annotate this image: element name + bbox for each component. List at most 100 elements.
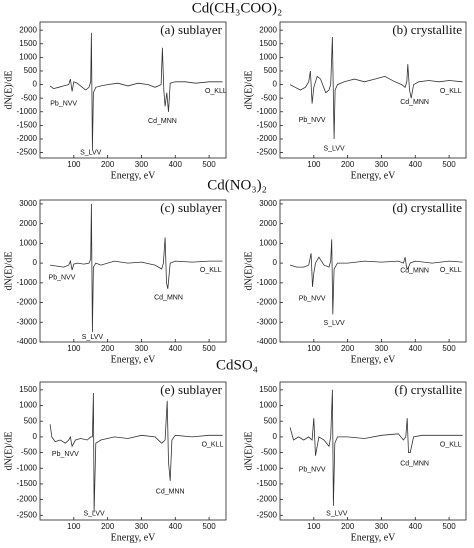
spectrum-line	[289, 239, 463, 315]
spectrum-line	[49, 392, 223, 513]
annotation: Pb_NVV	[299, 467, 326, 474]
x-tick-label: 200	[101, 160, 115, 169]
y-tick-label: -1500	[257, 479, 278, 488]
x-tick-label: 100	[67, 344, 81, 353]
annotation: Pb_NVV	[299, 117, 326, 124]
x-tick-label: 400	[409, 160, 423, 169]
y-tick-label: 500	[24, 66, 38, 75]
x-tick-label: 400	[169, 522, 183, 531]
y-tick-label: 0	[33, 258, 38, 267]
y-axis-title: dN(E)/dE	[243, 432, 254, 471]
y-tick-label: 1500	[19, 39, 37, 48]
y-tick-label: 500	[24, 416, 38, 425]
x-axis-title: Energy, eV	[111, 170, 156, 181]
y-tick-label: 1000	[19, 401, 37, 410]
y-tick-label: -2000	[17, 134, 38, 143]
y-tick-label: -500	[261, 448, 278, 457]
y-tick-label: 0	[273, 258, 278, 267]
y-tick-label: -3000	[257, 317, 278, 326]
y-tick-label: 1000	[259, 238, 277, 247]
x-tick-label: 500	[202, 160, 216, 169]
x-tick-label: 100	[67, 522, 81, 531]
y-tick-label: 1500	[19, 385, 37, 394]
y-tick-label: -2500	[257, 148, 278, 157]
y-tick-label: 1000	[19, 238, 37, 247]
x-tick-label: 100	[307, 522, 321, 531]
x-tick-label: 200	[341, 160, 355, 169]
y-tick-label: 2000	[19, 219, 37, 228]
y-axis-title: dN(E)/dE	[243, 71, 254, 110]
y-tick-label: 3000	[19, 199, 37, 208]
y-tick-label: -4000	[257, 337, 278, 346]
annotation: O_KLL	[200, 267, 222, 274]
x-tick-label: 500	[442, 160, 456, 169]
annotation: O_KLL	[440, 442, 462, 449]
x-tick-label: 100	[307, 344, 321, 353]
y-tick-label: -1500	[17, 120, 38, 129]
annotation: S_LVV	[323, 320, 345, 327]
y-axis-title: dN(E)/dE	[243, 252, 254, 291]
y-tick-label: -2500	[257, 510, 278, 519]
row-title: Cd(NO₃)₂	[207, 177, 267, 193]
annotation: Cd_MNN	[400, 460, 429, 467]
annotation: S_LVV	[323, 145, 345, 152]
plot-frame	[279, 381, 467, 521]
y-tick-label: -2500	[17, 148, 38, 157]
y-tick-label: -1500	[17, 479, 38, 488]
y-tick-label: -1000	[17, 107, 38, 116]
spectrum-line	[49, 32, 223, 150]
x-tick-label: 200	[101, 344, 115, 353]
spectrum-line	[289, 389, 463, 506]
x-tick-label: 400	[169, 160, 183, 169]
y-tick-label: 1500	[259, 39, 277, 48]
panel-title: (f) crystallite	[395, 382, 463, 397]
y-tick-label: -1000	[17, 278, 38, 287]
panel-title: (d) crystallite	[392, 200, 462, 215]
x-tick-label: 100	[67, 160, 81, 169]
panel-title: (a) sublayer	[160, 22, 222, 37]
x-tick-label: 200	[341, 344, 355, 353]
y-tick-label: 2000	[259, 25, 277, 34]
y-tick-label: 1500	[259, 385, 277, 394]
annotation: Pb_NVV	[49, 275, 76, 282]
annotation: O_KLL	[202, 442, 224, 449]
annotation: Cd_MNN	[400, 267, 429, 274]
y-tick-label: -1000	[257, 463, 278, 472]
plot-frame	[39, 381, 227, 521]
panel-title: (c) sublayer	[160, 200, 222, 215]
annotation: Cd_MNN	[154, 294, 183, 301]
annotation: S_LVV	[83, 511, 105, 518]
x-tick-label: 100	[307, 160, 321, 169]
plot-frame	[39, 199, 227, 343]
x-tick-label: 400	[409, 344, 423, 353]
panel-title: (b) crystallite	[392, 22, 462, 37]
plot-frame	[39, 21, 227, 159]
x-axis-title: Energy, eV	[351, 532, 396, 543]
y-tick-label: 1000	[259, 52, 277, 61]
y-tick-label: -4000	[17, 337, 38, 346]
y-tick-label: -2000	[257, 134, 278, 143]
x-tick-label: 300	[135, 344, 149, 353]
annotation: O_KLL	[440, 267, 462, 274]
y-tick-label: 1000	[19, 52, 37, 61]
y-tick-label: 2000	[259, 219, 277, 228]
x-axis-title: Energy, eV	[111, 354, 156, 365]
y-tick-label: -1000	[257, 107, 278, 116]
row-title: CdSO₄	[216, 357, 258, 373]
x-tick-label: 300	[375, 160, 389, 169]
x-tick-label: 500	[202, 522, 216, 531]
annotation: O_KLL	[205, 88, 227, 95]
annotation: Pb_NVV	[299, 295, 326, 302]
x-axis-title: Energy, eV	[351, 170, 396, 181]
spectrum-line	[289, 36, 463, 140]
y-tick-label: 500	[264, 66, 278, 75]
plot-frame	[279, 199, 467, 343]
annotation: Cd_MNN	[148, 118, 177, 125]
x-tick-label: 300	[135, 522, 149, 531]
y-tick-label: 500	[264, 416, 278, 425]
y-tick-label: 0	[273, 80, 278, 89]
annotation: Cd_MNN	[156, 489, 185, 496]
y-tick-label: -500	[261, 93, 278, 102]
x-axis-title: Energy, eV	[351, 354, 396, 365]
